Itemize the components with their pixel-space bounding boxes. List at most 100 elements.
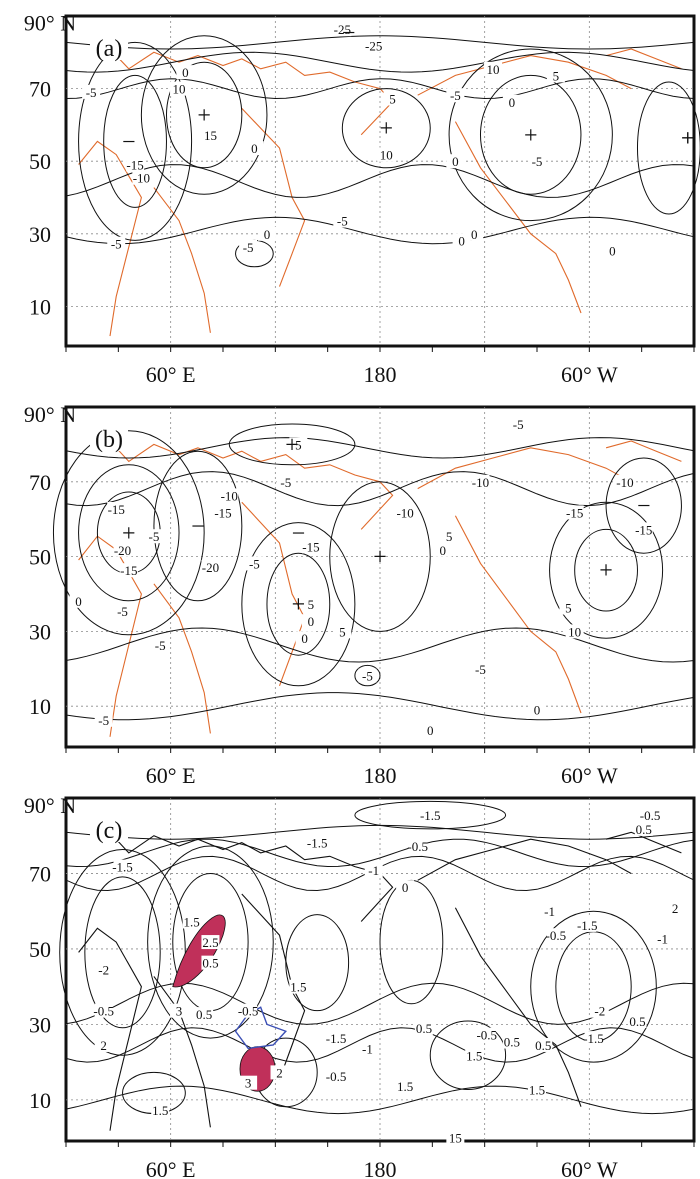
contour-label-bg <box>666 900 685 915</box>
contour-label: -1 <box>362 1041 373 1056</box>
contour-label: -5 <box>337 214 348 229</box>
contour-label-bg <box>201 127 220 142</box>
contour-label: -15 <box>302 539 319 554</box>
contour-label-bg <box>540 904 559 919</box>
contour-label: 0 <box>427 723 434 738</box>
contour-label-bg <box>82 84 101 99</box>
contour-label-bg <box>534 1037 553 1052</box>
map-panel-b: -55-5 -10-15-20-150-5-10-15-20 -5-1550-105… <box>24 402 696 788</box>
high-center-marker: + <box>122 521 136 547</box>
contour-label: -25 <box>334 22 351 37</box>
contour-label: 0.5 <box>629 1014 645 1029</box>
contour-label: -1.5 <box>577 918 598 933</box>
contour-label: 3 <box>176 1004 183 1019</box>
contour-label-bg <box>257 226 276 241</box>
contour-label-bg <box>396 880 415 895</box>
coastline <box>97 831 394 922</box>
contour-label: -1.5 <box>307 836 328 851</box>
contour-ring <box>165 61 243 169</box>
contour-label: -5 <box>98 713 109 728</box>
contour-label-bg <box>94 712 113 727</box>
contour-label-bg <box>358 1041 377 1056</box>
contour-ring <box>636 81 700 215</box>
contour-label: 0 <box>182 65 189 80</box>
contour-label-bg <box>634 522 653 537</box>
contour-label: -2 <box>594 1004 605 1019</box>
contour-label: 1.5 <box>397 1079 413 1094</box>
contour-label: -5 <box>111 237 122 252</box>
contour-label-bg <box>113 604 132 618</box>
contour-ring <box>354 800 507 830</box>
latitude-tick-label: 10 <box>29 694 51 719</box>
contour-label: 5 <box>308 597 315 612</box>
contour-label: 0 <box>471 227 478 242</box>
coastline <box>153 976 211 1128</box>
contour-label: -0.5 <box>640 808 661 823</box>
contour-ring <box>103 74 167 208</box>
contour-label-bg <box>396 505 415 520</box>
contour-line <box>65 1085 695 1115</box>
longitude-tick-label: 60° W <box>561 763 618 788</box>
contour-label: 5 <box>389 92 396 107</box>
contour-label-bg <box>446 1130 465 1145</box>
contour-label: -1 <box>368 863 379 878</box>
contour-label-bg <box>414 1020 433 1035</box>
contour-label: 0.5 <box>196 1007 212 1022</box>
contour-label: 15 <box>449 1131 462 1146</box>
coastline <box>417 55 632 96</box>
contour-ring <box>285 914 350 1012</box>
latitude-tick-label: 90° N <box>24 11 76 36</box>
contour-label-bg <box>214 505 232 520</box>
contour-label-bg <box>377 147 396 162</box>
contour-label-bg <box>94 1003 113 1018</box>
contour-label-bg <box>421 723 440 737</box>
contour-label-bg <box>440 529 459 544</box>
contour-label-bg <box>578 917 597 932</box>
contour-label: 0 <box>534 703 541 718</box>
contour-ring <box>153 450 243 602</box>
contour-label-bg <box>220 488 239 503</box>
contour-ring <box>78 464 180 602</box>
contour-ring <box>605 457 682 554</box>
contour-label: 0 <box>75 594 82 609</box>
contour-label: 10 <box>487 62 500 77</box>
low-center-marker: − <box>637 494 651 520</box>
contour-label-bg <box>546 68 565 83</box>
high-center-marker: + <box>197 103 211 129</box>
contour-label: 1.5 <box>152 1103 168 1118</box>
contour-label: 5 <box>553 68 560 83</box>
contour-label: -0.5 <box>326 1069 347 1084</box>
contour-label: -15 <box>566 505 583 520</box>
contour-ring <box>78 41 193 241</box>
coastline <box>97 440 394 530</box>
contour-label: -5 <box>243 240 254 255</box>
contour-label-bg <box>465 1048 484 1063</box>
contour-label-bg <box>239 1075 258 1090</box>
contour-label: 5 <box>339 624 346 639</box>
contour-label-bg <box>584 1031 603 1046</box>
contour-label: 0 <box>251 141 258 156</box>
contour-label: -0.5 <box>93 1004 114 1019</box>
contour-label: 2 <box>276 1065 283 1080</box>
contour-ring <box>479 74 582 195</box>
contour-label: 0 <box>301 631 308 646</box>
latitude-tick-label: 70 <box>29 470 51 495</box>
latitude-tick-label: 50 <box>29 545 51 570</box>
contour-label-bg <box>119 563 138 578</box>
contour-label: 1.5 <box>529 1083 545 1098</box>
contour-label: 10 <box>568 624 581 639</box>
latitude-tick-label: 50 <box>29 937 51 962</box>
high-center-marker: + <box>285 432 299 458</box>
contour-ring <box>555 931 632 1043</box>
latitude-tick-label: 70 <box>29 77 51 102</box>
contour-line <box>65 78 695 100</box>
contour-label: 5 <box>446 529 453 544</box>
contour-label-bg <box>546 928 565 943</box>
contour-line <box>65 35 695 50</box>
contour-label-bg <box>565 505 584 520</box>
coastline <box>78 927 142 1131</box>
contour-label-bg <box>408 839 427 854</box>
contour-label-bg <box>195 1007 214 1022</box>
latitude-tick-label: 90° N <box>24 793 76 818</box>
